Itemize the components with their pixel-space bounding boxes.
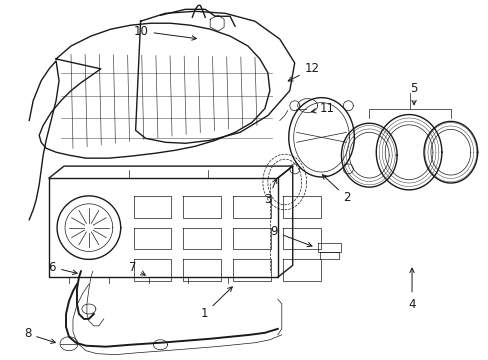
Text: 7: 7 [128,261,145,275]
Text: 1: 1 [200,287,232,320]
Text: 6: 6 [48,261,77,274]
Text: 10: 10 [133,24,196,40]
Text: 11: 11 [311,102,334,115]
Text: 9: 9 [270,225,311,247]
Text: 4: 4 [407,268,415,311]
Text: 5: 5 [409,82,417,105]
Text: 3: 3 [264,179,276,206]
Text: 8: 8 [24,327,55,343]
Text: 12: 12 [287,62,319,81]
Text: 2: 2 [322,175,350,204]
